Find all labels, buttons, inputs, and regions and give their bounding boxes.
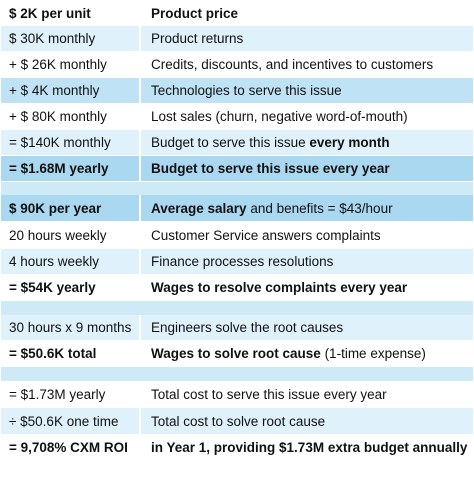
salary-value: $ 90K per year bbox=[1, 195, 141, 222]
salary-label-emphasis: Average salary bbox=[151, 200, 247, 216]
salary-label: Average salary and benefits = $43/hour bbox=[141, 195, 473, 222]
monthly-budget-label-text: Budget to serve this issue bbox=[151, 135, 310, 150]
total-cost-yearly-value: = $1.73M yearly bbox=[1, 381, 141, 408]
yearly-budget-label: Budget to serve this issue every year bbox=[141, 156, 473, 182]
product-price-label: Product price bbox=[141, 1, 473, 26]
lost-sales-value: + $ 80K monthly bbox=[1, 104, 141, 130]
root-cause-cost-value: ÷ $50.6K one time bbox=[1, 408, 141, 435]
finance-hours-label: Finance processes resolutions bbox=[141, 249, 473, 275]
lost-sales-label: Lost sales (churn, negative word-of-mout… bbox=[141, 104, 473, 130]
roi-value: = 9,708% CXM ROI bbox=[1, 435, 141, 461]
technologies-label: Technologies to serve this issue bbox=[141, 78, 473, 104]
product-price-value: $ 2K per unit bbox=[1, 1, 141, 26]
roi-label: in Year 1, providing $1.73M extra budget… bbox=[141, 435, 473, 461]
root-cause-wages-value: = $50.6K total bbox=[1, 341, 141, 367]
cs-hours-label: Customer Service answers complaints bbox=[141, 222, 473, 249]
complaint-wages-value: = $54K yearly bbox=[1, 275, 141, 301]
monthly-budget-value: = $140K monthly bbox=[1, 130, 141, 156]
product-returns-label: Product returns bbox=[141, 26, 473, 52]
root-cause-wages-label: Wages to solve root cause (1-time expens… bbox=[141, 341, 473, 367]
root-cause-wages-emphasis: Wages to solve root cause bbox=[151, 346, 321, 361]
salary-label-text: and benefits = $43/hour bbox=[246, 200, 393, 216]
section-divider bbox=[1, 367, 473, 381]
complaint-wages-label: Wages to resolve complaints every year bbox=[141, 275, 473, 301]
engineer-hours-label: Engineers solve the root causes bbox=[141, 315, 473, 341]
yearly-budget-value: = $1.68M yearly bbox=[1, 156, 141, 182]
root-cause-cost-label: Total cost to solve root cause bbox=[141, 408, 473, 435]
credits-label: Credits, discounts, and incentives to cu… bbox=[141, 52, 473, 78]
product-returns-value: $ 30K monthly bbox=[1, 26, 141, 52]
monthly-budget-label: Budget to serve this issue every month bbox=[141, 130, 473, 156]
root-cause-wages-text: (1-time expense) bbox=[320, 346, 426, 361]
monthly-budget-label-emphasis: every month bbox=[309, 135, 390, 150]
total-cost-yearly-label: Total cost to serve this issue every yea… bbox=[141, 381, 473, 408]
cs-hours-value: 20 hours weekly bbox=[1, 222, 141, 249]
section-divider bbox=[1, 182, 473, 195]
section-divider bbox=[1, 301, 473, 315]
technologies-value: + $ 4K monthly bbox=[1, 78, 141, 104]
finance-hours-value: 4 hours weekly bbox=[1, 249, 141, 275]
engineer-hours-value: 30 hours x 9 months bbox=[1, 315, 141, 341]
credits-value: + $ 26K monthly bbox=[1, 52, 141, 78]
